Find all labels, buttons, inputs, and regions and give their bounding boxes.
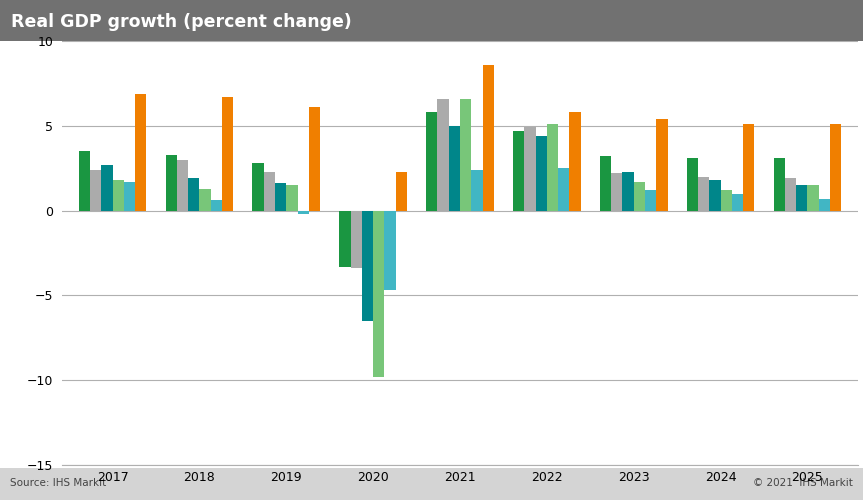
Bar [547, 124, 558, 210]
Bar [177, 160, 188, 210]
Bar [622, 172, 633, 210]
Bar [101, 165, 112, 210]
Bar [600, 156, 611, 210]
Bar [570, 112, 581, 210]
Bar [460, 98, 471, 210]
Bar [784, 178, 797, 210]
Bar [482, 64, 494, 210]
Bar [687, 158, 698, 210]
Bar [384, 210, 396, 290]
Bar [611, 174, 622, 210]
Bar [222, 97, 233, 210]
Bar [339, 210, 350, 266]
Bar [112, 180, 123, 210]
Bar [264, 172, 275, 210]
Bar [536, 136, 547, 210]
Bar [471, 170, 482, 210]
Bar [743, 124, 754, 210]
Bar [709, 180, 721, 210]
Bar [426, 112, 438, 210]
Bar [79, 151, 90, 210]
Bar [773, 158, 784, 210]
Text: Real GDP growth (percent change): Real GDP growth (percent change) [11, 13, 352, 31]
Bar [808, 185, 819, 210]
Bar [166, 154, 177, 210]
Bar [396, 172, 407, 210]
Bar [513, 131, 524, 210]
Bar [721, 190, 732, 210]
Bar [645, 190, 656, 210]
Bar [438, 98, 449, 210]
Bar [524, 128, 536, 210]
Bar [252, 163, 264, 210]
Bar [830, 124, 841, 210]
Text: Source: IHS Markit: Source: IHS Markit [10, 478, 107, 488]
Bar [199, 188, 211, 210]
Bar [633, 182, 645, 210]
Bar [350, 210, 362, 268]
Bar [732, 194, 743, 210]
Bar [819, 198, 830, 210]
Bar [362, 210, 373, 321]
Bar [188, 178, 199, 210]
Bar [211, 200, 222, 210]
Bar [797, 185, 808, 210]
Bar [135, 94, 147, 210]
Bar [287, 185, 298, 210]
Bar [275, 184, 287, 210]
Bar [698, 176, 709, 210]
Bar [298, 210, 309, 214]
Bar [123, 182, 135, 210]
Bar [558, 168, 570, 210]
Bar [309, 107, 320, 210]
Bar [656, 119, 668, 210]
Bar [449, 126, 460, 210]
Text: © 2021  IHS Markit: © 2021 IHS Markit [753, 478, 853, 488]
Bar [373, 210, 384, 377]
Bar [90, 170, 101, 210]
